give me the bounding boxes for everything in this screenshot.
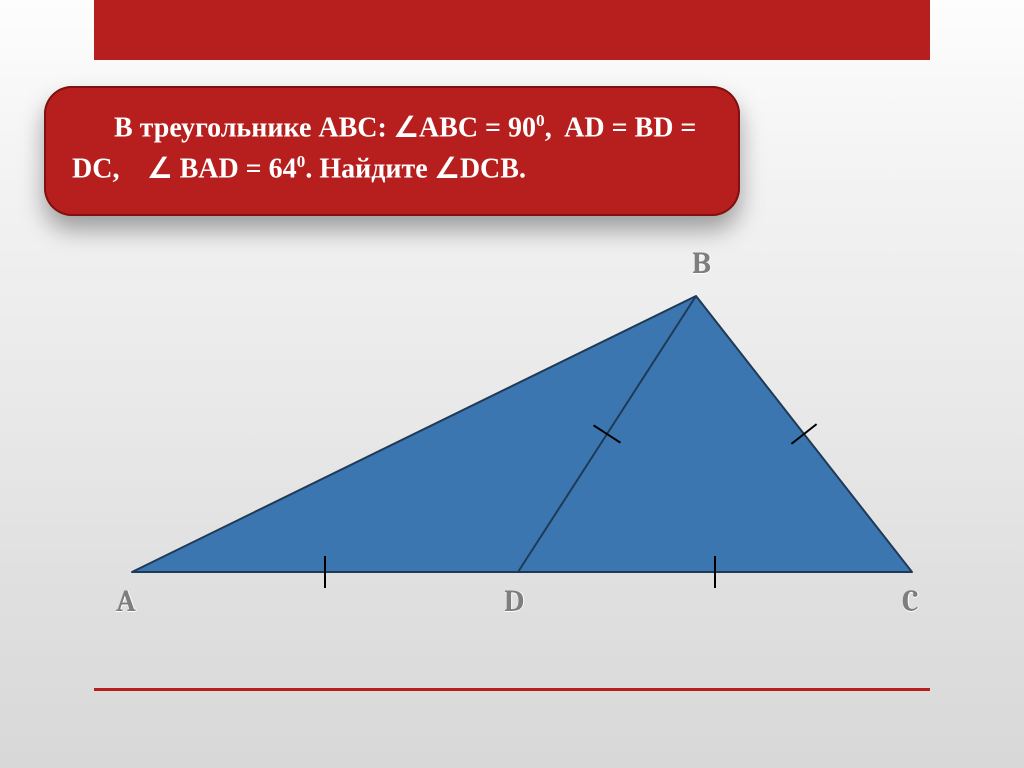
vertex-label-c: C [902,584,919,619]
problem-seg1: ABC = 90 [419,112,536,143]
angle-glyph-1: ∠ [394,112,419,143]
problem-seg3: BAD = 64 [173,153,297,184]
triangle-svg [112,252,932,632]
problem-sup1: 0 [536,111,545,130]
problem-prefix: В треугольнике ABC: [72,112,394,143]
bottom-accent-line [94,688,930,691]
vertex-label-b: B [692,246,711,281]
angle-glyph-2: ∠ [147,153,172,184]
header-bar [94,0,930,60]
problem-seg4: . Найдите [305,153,434,184]
vertex-label-a: A [116,584,136,619]
problem-seg5: DCB. [460,153,526,184]
slide-page: В треугольнике ABC: ∠ABC = 900, AD = BD … [0,0,1024,768]
geometry-figure: A B C D [112,252,932,632]
problem-card: В треугольнике ABC: ∠ABC = 900, AD = BD … [44,86,740,216]
angle-glyph-3: ∠ [435,153,460,184]
vertex-label-d: D [504,584,524,619]
problem-statement: В треугольнике ABC: ∠ABC = 900, AD = BD … [72,108,712,190]
